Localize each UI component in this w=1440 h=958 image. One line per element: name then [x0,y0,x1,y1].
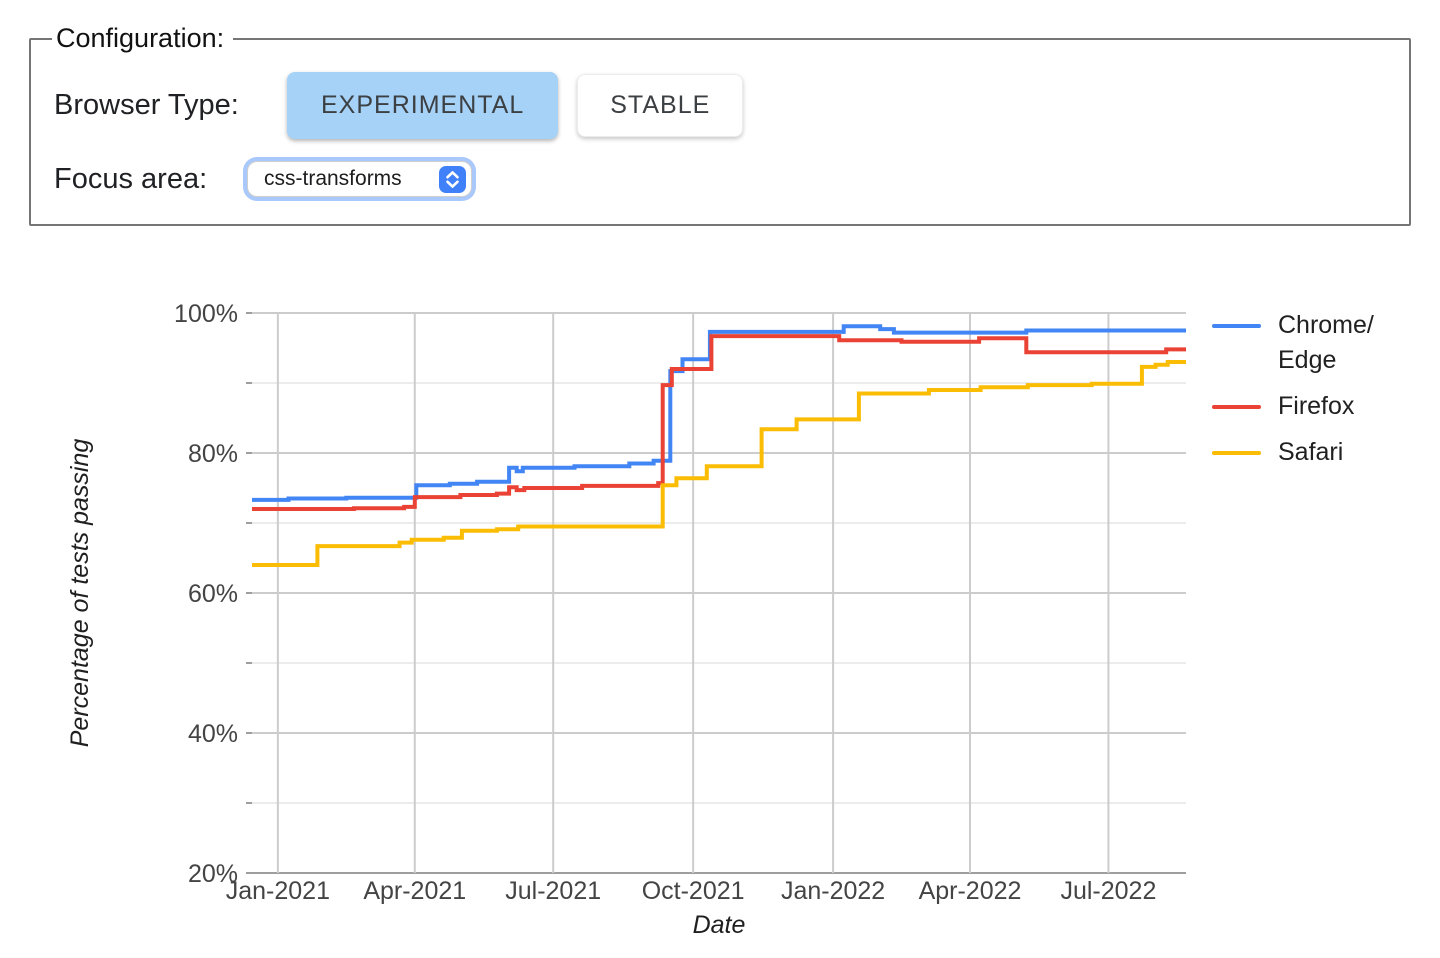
experimental-button[interactable]: EXPERIMENTAL [287,72,559,139]
x-tick-label: Apr-2022 [919,877,1022,905]
x-tick-label: Jul-2022 [1060,877,1156,905]
focus-area-label: Focus area: [54,162,208,195]
focus-area-selected-value: css-transforms [264,167,402,190]
browser-type-row: Browser Type: EXPERIMENTAL STABLE [54,72,1409,139]
stable-button[interactable]: STABLE [577,74,744,137]
y-tick-label: 20% [188,860,238,888]
legend-label-chrome-edge: Chrome/Edge [1278,311,1374,374]
y-axis-title: Percentage of tests passing [66,439,94,748]
configuration-legend: Configuration: [56,23,225,53]
series-line-firefox [252,334,1186,511]
legend-swatch-safari [1212,451,1261,455]
configuration-panel: Configuration: Browser Type: EXPERIMENTA… [29,23,1411,226]
x-tick-label: Jan-2022 [781,877,885,905]
series-line-chrome-edge [252,324,1186,502]
legend-item-firefox: Firefox [1212,389,1432,424]
select-stepper-icon [439,165,466,193]
x-axis-title: Date [693,911,746,939]
browser-type-label: Browser Type: [54,89,239,121]
legend-label-safari: Safari [1278,438,1344,466]
x-tick-label: Jul-2021 [505,877,601,905]
focus-area-row: Focus area: css-transforms [54,161,1409,197]
legend-swatch-chrome-edge [1212,324,1261,328]
legend-label-firefox: Firefox [1278,392,1355,420]
focus-area-select[interactable]: css-transforms [247,161,472,197]
chart-legend: Chrome/Edge Firefox Safari [1212,308,1432,481]
series-line-safari [252,360,1186,567]
legend-swatch-firefox [1212,405,1261,409]
y-tick-label: 60% [188,580,238,608]
x-tick-label: Jan-2021 [226,877,330,905]
legend-item-chrome-edge: Chrome/Edge [1212,308,1432,378]
y-tick-label: 80% [188,440,238,468]
x-tick-label: Apr-2021 [363,877,466,905]
y-tick-label: 100% [174,300,238,328]
x-tick-label: Oct-2021 [642,877,745,905]
legend-item-safari: Safari [1212,435,1432,470]
y-tick-label: 40% [188,720,238,748]
